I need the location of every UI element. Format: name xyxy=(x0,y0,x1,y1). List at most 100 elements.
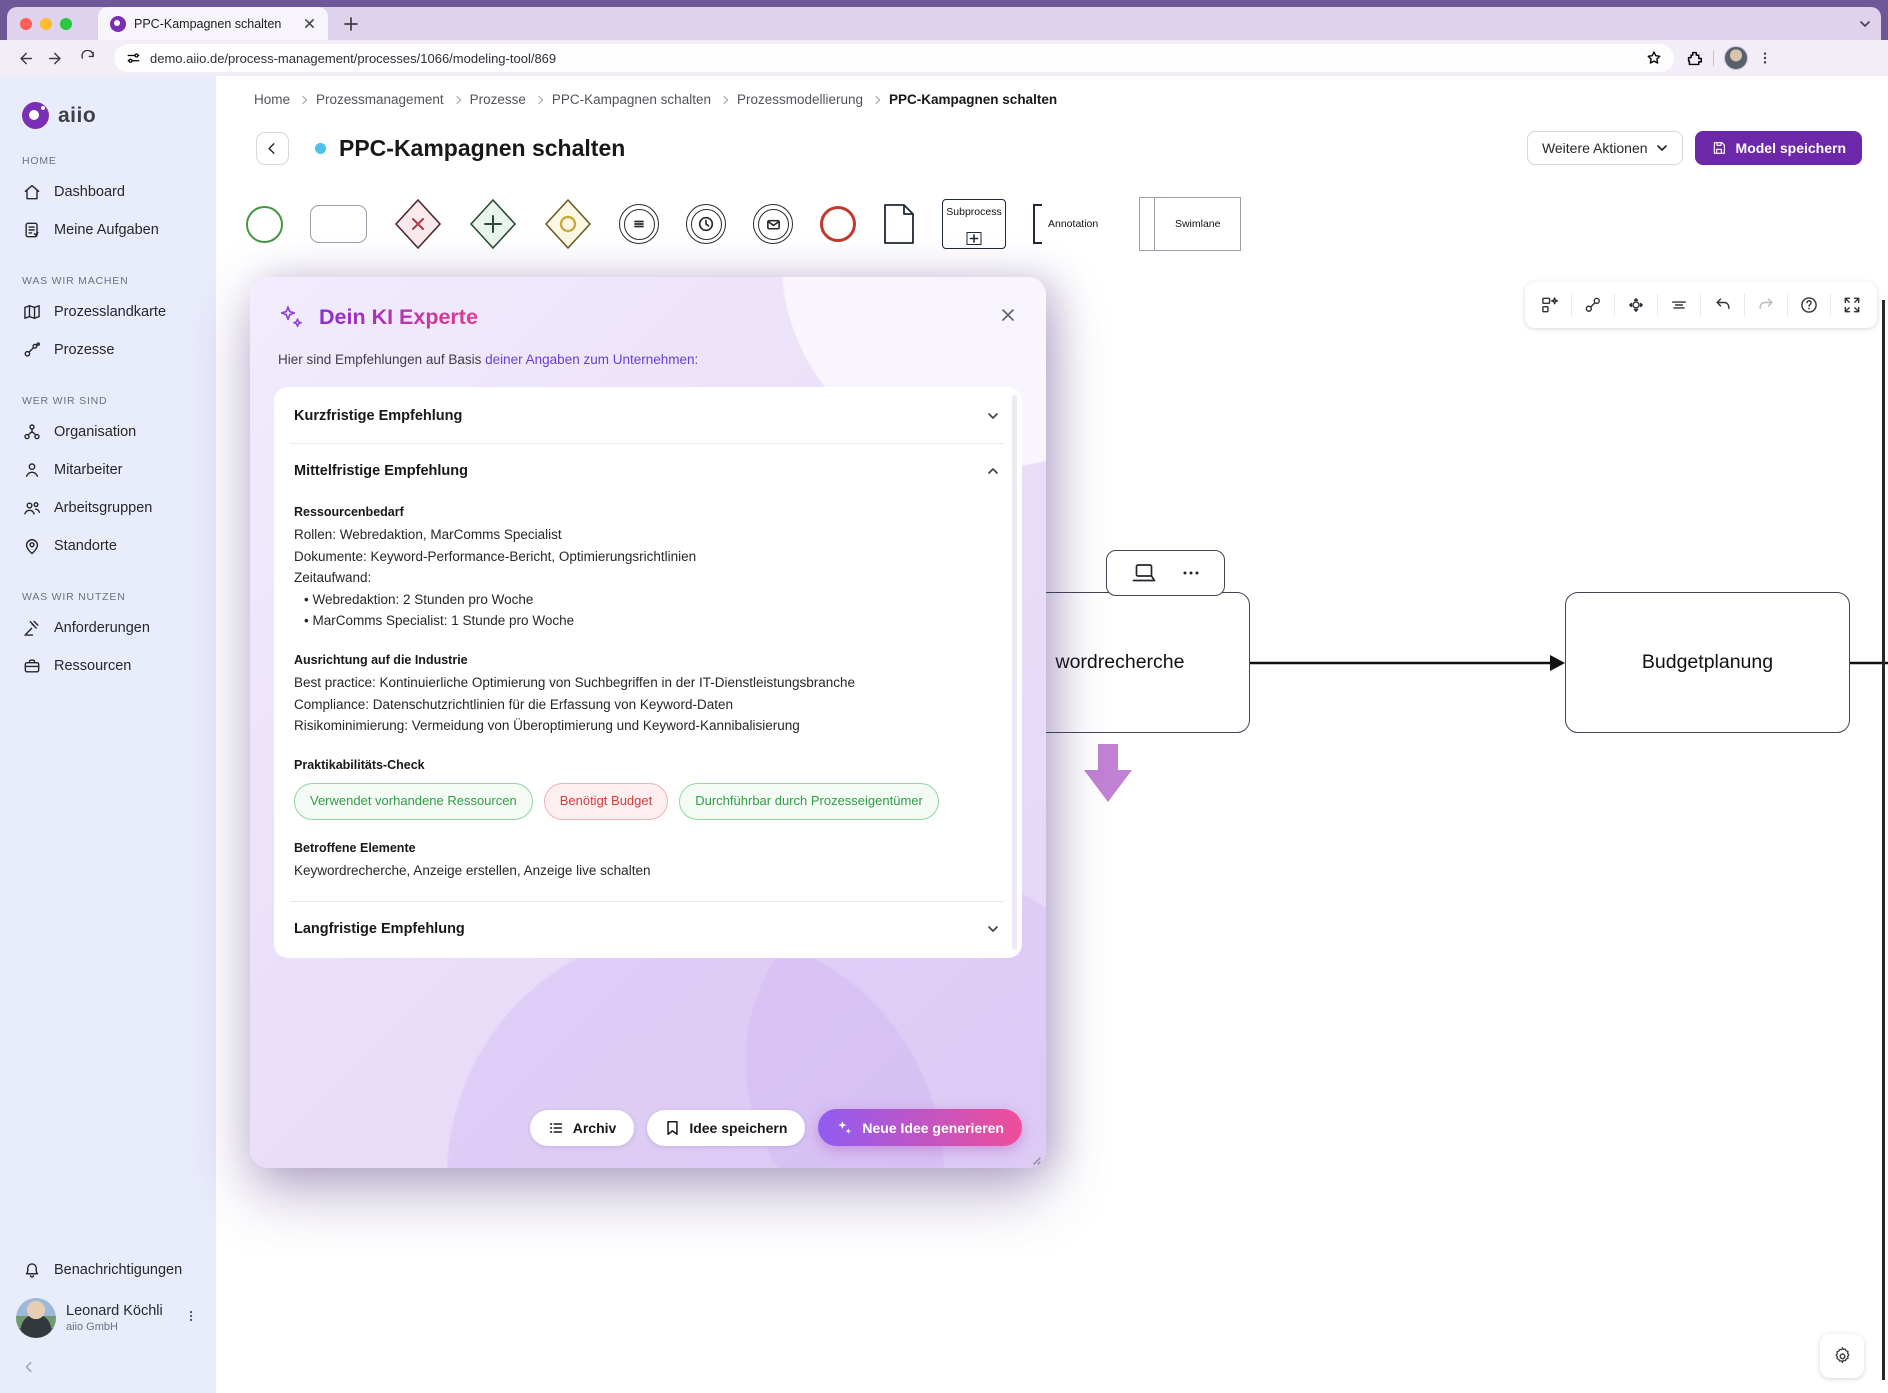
modal-resize-handle[interactable] xyxy=(1029,1152,1041,1165)
window-minimize-button[interactable] xyxy=(40,17,52,30)
back-button[interactable] xyxy=(256,131,289,165)
more-actions-label: Weitere Aktionen xyxy=(1541,140,1648,156)
browser-menu-icon[interactable] xyxy=(1758,51,1772,65)
sidebar-item-ressourcen[interactable]: Ressourcen xyxy=(0,647,216,685)
sidebar-item-organisation[interactable]: Organisation xyxy=(0,413,216,451)
palette-parallel-gateway[interactable] xyxy=(469,198,517,250)
redo-icon[interactable] xyxy=(1749,288,1783,322)
sidebar-item-prozesse[interactable]: Prozesse xyxy=(0,331,216,369)
save-idea-button[interactable]: Idee speichern xyxy=(647,1109,806,1146)
undo-icon[interactable] xyxy=(1706,288,1740,322)
modal-close-icon[interactable] xyxy=(996,303,1020,332)
palette-intermediate-event[interactable] xyxy=(619,204,659,244)
palette-exclusive-gateway[interactable] xyxy=(394,198,442,250)
toolbar-divider xyxy=(1713,50,1714,66)
risiko-text: Risikominimierung: Vermeidung von Überop… xyxy=(294,718,800,734)
more-actions-button[interactable]: Weitere Aktionen xyxy=(1526,131,1683,165)
modal-title: Dein KI Experte xyxy=(319,305,478,329)
palette-data-object[interactable] xyxy=(883,203,915,245)
sidebar: aiio HOME Dashboard Meine Aufgaben WAS W… xyxy=(0,76,216,1393)
sidebar-collapse-button[interactable] xyxy=(0,1346,216,1383)
breadcrumb-prozessmodellierung[interactable]: Prozessmodellierung xyxy=(736,92,864,107)
sidebar-item-meine-aufgaben[interactable]: Meine Aufgaben xyxy=(0,211,216,249)
zeitaufwand-item: Webredaktion: 2 Stunden pro Woche xyxy=(294,589,1000,611)
palette-task[interactable] xyxy=(310,205,367,243)
align-icon[interactable] xyxy=(1662,288,1696,322)
inclusive-gateway-icon xyxy=(544,198,592,250)
sidebar-item-standorte[interactable]: Standorte xyxy=(0,527,216,565)
url-text: demo.aiio.de/process-management/processe… xyxy=(150,50,557,66)
ellipsis-icon[interactable] xyxy=(1182,570,1200,576)
palette-swimlane[interactable]: Swimlane xyxy=(1125,197,1242,251)
location-pin-icon xyxy=(25,539,39,555)
subprocess-icon: Subprocess xyxy=(942,199,1006,249)
user-org: aiio GmbH xyxy=(66,1321,118,1333)
palette-timer-event[interactable] xyxy=(686,204,726,244)
node-context-toolbar xyxy=(1106,550,1225,596)
breadcrumb-prozessmanagement[interactable]: Prozessmanagement xyxy=(316,92,444,107)
breadcrumb-ppc-kampagnen[interactable]: PPC-Kampagnen schalten xyxy=(551,92,711,107)
canvas-settings-button[interactable] xyxy=(1820,1334,1864,1378)
brand-logo[interactable]: aiio xyxy=(0,102,216,129)
accordion-kurzfristig[interactable]: Kurzfristige Empfehlung xyxy=(290,389,1004,443)
palette-annotation[interactable]: Annotation xyxy=(1033,204,1098,244)
archive-button[interactable]: Archiv xyxy=(529,1109,635,1146)
accordion-langfristig[interactable]: Langfristige Empfehlung xyxy=(290,902,1004,956)
palette-inclusive-gateway[interactable] xyxy=(544,198,592,250)
user-menu-icon[interactable] xyxy=(180,1305,202,1332)
browser-profile-avatar[interactable] xyxy=(1724,46,1748,70)
sidebar-item-mitarbeiter[interactable]: Mitarbeiter xyxy=(0,451,216,489)
browser-back-button[interactable] xyxy=(10,44,38,72)
ai-suggestion-arrow[interactable] xyxy=(1082,744,1134,807)
node-budgetplanung[interactable]: Budgetplanung xyxy=(1565,592,1850,733)
swimlane-label: Swimlane xyxy=(1174,218,1221,230)
browser-window-top: PPC-Kampagnen schalten xyxy=(0,0,1888,40)
palette-end-event[interactable] xyxy=(820,206,856,242)
browser-tab[interactable]: PPC-Kampagnen schalten xyxy=(98,7,328,40)
palette-subprocess[interactable]: Subprocess xyxy=(942,199,1006,249)
intro-company-link[interactable]: deiner Angaben zum Unternehmen: xyxy=(485,352,699,367)
sidebar-item-prozesslandkarte[interactable]: Prozesslandkarte xyxy=(0,293,216,331)
connect-nodes-icon[interactable] xyxy=(1576,288,1610,322)
accordion-mittelfristig[interactable]: Mittelfristige Empfehlung xyxy=(290,444,1004,498)
fullscreen-icon[interactable] xyxy=(1835,288,1869,322)
window-close-button[interactable] xyxy=(20,17,32,30)
annotation-label: Annotation xyxy=(1048,218,1099,230)
window-zoom-button[interactable] xyxy=(60,17,72,30)
url-bar[interactable]: demo.aiio.de/process-management/processe… xyxy=(114,44,1674,72)
bookmark-star-icon[interactable] xyxy=(1646,50,1662,66)
save-model-button[interactable]: Model speichern xyxy=(1694,131,1862,165)
generate-idea-button[interactable]: Neue Idee generieren xyxy=(818,1109,1022,1146)
accordion-title: Kurzfristige Empfehlung xyxy=(294,408,463,424)
new-tab-button[interactable] xyxy=(338,11,364,37)
browser-tabstrip: PPC-Kampagnen schalten xyxy=(7,7,1881,40)
breadcrumb-home[interactable]: Home xyxy=(254,92,291,107)
tab-search-chevron-icon[interactable] xyxy=(1859,17,1871,35)
tasks-icon xyxy=(25,222,39,238)
auto-layout-icon[interactable] xyxy=(1533,288,1567,322)
home-icon xyxy=(24,184,40,200)
browser-reload-button[interactable] xyxy=(74,44,102,72)
user-card[interactable]: Leonard Köchli aiio GmbH xyxy=(0,1290,216,1346)
browser-forward-button[interactable] xyxy=(42,44,70,72)
accordion-title: Mittelfristige Empfehlung xyxy=(294,463,468,479)
fit-view-icon[interactable] xyxy=(1619,288,1653,322)
sidebar-item-arbeitsgruppen[interactable]: Arbeitsgruppen xyxy=(0,489,216,527)
card-scrollbar[interactable] xyxy=(1012,395,1017,951)
breadcrumb-prozesse[interactable]: Prozesse xyxy=(469,92,526,107)
sidebar-item-label: Prozesse xyxy=(54,342,115,358)
notifications-label: Benachrichtigungen xyxy=(54,1262,183,1278)
tab-close-icon[interactable] xyxy=(300,15,318,33)
user-avatar[interactable] xyxy=(16,1298,56,1338)
sidebar-item-anforderungen[interactable]: Anforderungen xyxy=(0,609,216,647)
laptop-icon[interactable] xyxy=(1131,561,1157,585)
palette-message-event[interactable] xyxy=(753,204,793,244)
sidebar-item-benachrichtigungen[interactable]: Benachrichtigungen xyxy=(0,1250,216,1290)
site-settings-icon[interactable] xyxy=(126,51,141,66)
dokumente-text: Dokumente: Keyword-Performance-Bericht, … xyxy=(294,548,697,564)
breadcrumb: Home Prozessmanagement Prozesse PPC-Kamp… xyxy=(254,92,1057,107)
help-icon[interactable] xyxy=(1792,288,1826,322)
palette-start-event[interactable] xyxy=(246,205,283,243)
extensions-icon[interactable] xyxy=(1686,50,1703,67)
sidebar-item-dashboard[interactable]: Dashboard xyxy=(0,173,216,211)
